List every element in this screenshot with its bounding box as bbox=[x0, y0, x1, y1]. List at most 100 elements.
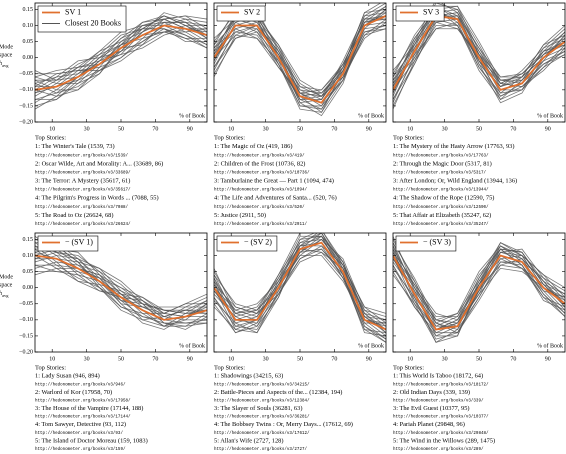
x-tick-label: 10 bbox=[49, 356, 55, 362]
story-title: 4: Tom Sawyer, Detective (93, 112) bbox=[35, 421, 126, 428]
y-axis-label: havg bbox=[0, 61, 9, 68]
y-axis-subscript: avg bbox=[2, 63, 9, 68]
story-url: http://hedonometer.org/books/v3/17144/ bbox=[35, 415, 131, 420]
legend: SV 2 bbox=[216, 5, 266, 22]
story-url: http://hedonometer.org/books/v3/12384/ bbox=[214, 399, 310, 404]
top-stories: Top Stories: 1: The Winter's Tale (1539, … bbox=[35, 134, 163, 227]
story-title: 2: Oscar Wilde, Art and Morality: A... (… bbox=[35, 160, 163, 167]
story-title: 2: Old Indian Days (339, 139) bbox=[393, 389, 470, 396]
story-title: 1: The Magic of Oz (419, 186) bbox=[214, 143, 293, 150]
x-tick-label: 30 bbox=[442, 126, 448, 132]
book-line bbox=[35, 18, 207, 75]
story-url: http://hedonometer.org/books/v3/93/ bbox=[35, 431, 123, 436]
book-line bbox=[35, 28, 207, 97]
story-url: http://hedonometer.org/books/v3/5317/ bbox=[393, 171, 486, 176]
story-title: 3: The Slayer of Souls (36281, 63) bbox=[214, 405, 302, 412]
x-tick-label: 50 bbox=[118, 356, 124, 362]
x-tick-label: 90 bbox=[545, 126, 551, 132]
sv-line bbox=[35, 24, 207, 91]
x-axis-label: % of Book bbox=[537, 112, 563, 119]
story-url: http://hedonometer.org/books/v3/7088/ bbox=[35, 205, 128, 210]
book-line bbox=[393, 8, 565, 97]
story-url: http://hedonometer.org/books/v3/159/ bbox=[35, 447, 126, 452]
lines bbox=[35, 12, 207, 110]
x-tick-label: 50 bbox=[297, 126, 303, 132]
x-tick-label: 50 bbox=[297, 356, 303, 362]
story-url: http://hedonometer.org/books/v3/26624/ bbox=[35, 222, 131, 227]
legend-box bbox=[395, 5, 445, 22]
story-title: 5: Allan's Wife (2727, 128) bbox=[214, 437, 283, 444]
story-title: 5: Justice (2911, 50) bbox=[214, 212, 266, 219]
x-tick-label: 30 bbox=[442, 356, 448, 362]
sv-line bbox=[393, 14, 565, 91]
y-tick-label: 0.15 bbox=[23, 7, 34, 13]
book-line bbox=[214, 245, 386, 334]
story-url: http://hedonometer.org/books/v3/17958/ bbox=[35, 399, 131, 404]
story-title: 3: The House of the Vampire (17144, 188) bbox=[35, 405, 143, 412]
legend: − (SV 3) bbox=[395, 235, 457, 252]
x-tick-label: 90 bbox=[187, 126, 193, 132]
legend: SV 1 Closest 20 Books bbox=[37, 5, 127, 33]
x-tick-label: 30 bbox=[263, 356, 269, 362]
sv-line bbox=[35, 254, 207, 321]
legend-label: − (SV 2) bbox=[244, 237, 272, 246]
panel: 10 30 50 70 90 % of Book SV 3 Top Stories: 1: Th… bbox=[392, 2, 566, 227]
x-tick-label: 90 bbox=[545, 356, 551, 362]
story-url: http://hedonometer.org/books/v3/33689/ bbox=[35, 171, 131, 176]
stories-heading: Top Stories: bbox=[393, 364, 424, 371]
book-line bbox=[214, 235, 386, 343]
story-url: http://hedonometer.org/books/v3/18172/ bbox=[393, 382, 489, 387]
y-tick-label: −0.20 bbox=[19, 119, 33, 125]
x-axis-label: % of Book bbox=[179, 342, 205, 349]
x-tick-label: 90 bbox=[366, 126, 372, 132]
y-tick-label: −0.15 bbox=[19, 333, 33, 339]
y-tick-label: 0.05 bbox=[23, 39, 34, 45]
book-line bbox=[35, 28, 207, 81]
story-title: 1: This World Is Taboo (18172, 64) bbox=[393, 373, 483, 380]
book-line bbox=[35, 235, 207, 330]
panel: 10 30 50 70 90 −0.20 −0.15 −0.10 −0.05 0.00 0.05 0.… bbox=[0, 232, 208, 452]
story-url: http://hedonometer.org/books/v3/289/ bbox=[393, 447, 484, 452]
story-title: 4: The Bobbsey Twins : Or, Merry Days...… bbox=[214, 421, 353, 428]
y-tick-label: −0.10 bbox=[19, 87, 33, 93]
book-line bbox=[214, 18, 386, 107]
panel: 10 30 50 70 90 −0.20 −0.15 −0.10 −0.05 0.00 0.05 0.… bbox=[0, 2, 208, 227]
x-tick-label: 10 bbox=[49, 126, 55, 132]
legend-box bbox=[216, 235, 278, 252]
book-line bbox=[214, 255, 386, 327]
x-tick-label: 90 bbox=[187, 356, 193, 362]
story-title: 2: Warlord of Kor (17958, 70) bbox=[35, 389, 112, 396]
legend-label: SV 3 bbox=[423, 7, 439, 16]
story-title: 1: Lady Susan (946, 894) bbox=[35, 373, 100, 380]
legend: − (SV 1) bbox=[37, 235, 99, 252]
story-title: 4: The Life and Adventures of Santa... (… bbox=[214, 195, 337, 202]
x-tick-label: 30 bbox=[84, 126, 90, 132]
stories-heading: Top Stories: bbox=[214, 134, 245, 141]
story-title: 3: Tamburlaine the Great — Part 1 (1094,… bbox=[214, 177, 334, 184]
story-url: http://hedonometer.org/books/v3/339/ bbox=[393, 399, 484, 404]
y-tick-label: 0.00 bbox=[23, 55, 34, 61]
stories-heading: Top Stories: bbox=[393, 134, 424, 141]
book-line bbox=[393, 248, 565, 327]
story-url: http://hedonometer.org/books/v3/1094/ bbox=[214, 188, 307, 193]
legend-label: SV 2 bbox=[244, 7, 260, 16]
legend-label: SV 1 bbox=[65, 7, 81, 16]
story-url: http://hedonometer.org/books/v3/35617/ bbox=[35, 188, 131, 193]
story-title: 5: The Island of Doctor Moreau (159, 108… bbox=[35, 437, 148, 444]
book-line bbox=[35, 15, 207, 84]
x-axis-label: % of Book bbox=[358, 342, 384, 349]
book-line bbox=[214, 235, 386, 330]
story-title: 3: The Terror: A Mystery (35617, 61) bbox=[35, 177, 130, 184]
top-stories: Top Stories: 1: This World Is Taboo (1817… bbox=[393, 364, 495, 452]
lines bbox=[214, 233, 386, 343]
book-line bbox=[35, 261, 207, 327]
y-axis-label: Mode bbox=[0, 44, 13, 50]
story-url: http://hedonometer.org/books/v3/34215/ bbox=[214, 382, 310, 387]
story-title: 2: Children of the Frost (10736, 82) bbox=[214, 160, 305, 167]
story-url: http://hedonometer.org/books/v3/17612/ bbox=[214, 431, 310, 436]
lines bbox=[393, 236, 565, 343]
y-tick-label: −0.20 bbox=[19, 349, 33, 355]
sv-line bbox=[214, 15, 386, 104]
y-tick-label: −0.05 bbox=[19, 71, 33, 77]
x-tick-label: 10 bbox=[228, 356, 234, 362]
